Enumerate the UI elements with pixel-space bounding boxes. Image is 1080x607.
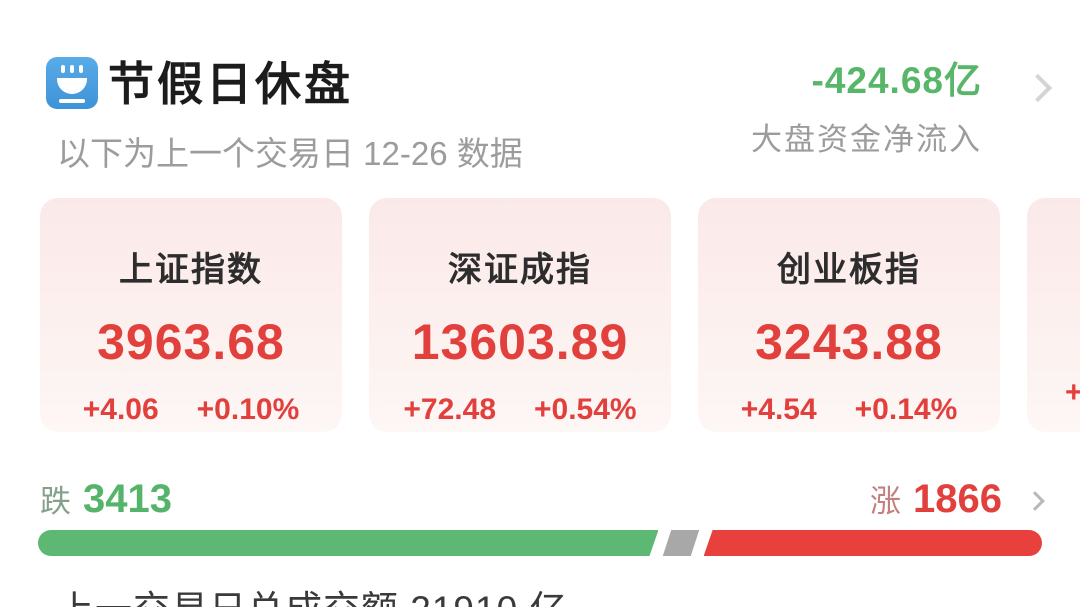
index-change-pct: +0.14% (854, 393, 958, 426)
steam-icon (70, 65, 74, 73)
index-change: +72.48 (403, 393, 496, 426)
net-inflow-block[interactable]: -424.68亿 大盘资金净流入 (751, 50, 982, 159)
index-name: 创业板指 (777, 251, 921, 289)
bowl-base (59, 99, 85, 103)
index-change-row: +72.48 +0.54% (403, 393, 636, 427)
chevron-right-icon[interactable] (1023, 73, 1053, 103)
breadth-bar-up (703, 530, 1042, 556)
index-cards-row: 上证指数 3963.68 +4.06 +0.10% 深证成指 13603.89 … (40, 198, 1080, 432)
decliners-label: 跌 (40, 484, 71, 519)
index-change-pct: +0.54% (534, 393, 637, 426)
breadth-bar (38, 530, 1042, 556)
index-change-row: +4.54 +0.14% (741, 393, 958, 427)
index-change: +4.06 (82, 393, 159, 426)
turnover-text: 上一交易日总成交额 21910 亿 (57, 579, 567, 607)
chevron-right-icon[interactable] (1025, 491, 1045, 511)
rest-bowl-icon (46, 57, 98, 109)
index-card-shanghai[interactable]: 上证指数 3963.68 +4.06 +0.10% (40, 198, 342, 432)
page-title: 节假日休盘 (108, 58, 353, 110)
index-card-shenzhen[interactable]: 深证成指 13603.89 +72.48 +0.54% (369, 198, 671, 432)
market-breadth-row[interactable]: 跌 3413 涨 1866 (40, 476, 1045, 522)
index-value: 13603.89 (411, 314, 629, 370)
advancers-label: 涨 (870, 484, 902, 519)
index-change-row: +4.06 +0.10% (83, 393, 300, 427)
index-card-partial[interactable]: + (1027, 198, 1080, 432)
index-name: 上证指数 (119, 251, 263, 289)
advancers-count: 1866 (913, 477, 1002, 521)
index-change: +4.54 (740, 393, 817, 426)
subtitle-prev-trading-day: 以下为上一个交易日 12-26 数据 (57, 135, 523, 172)
index-name: 深证成指 (448, 251, 592, 289)
breadth-bar-flat (662, 530, 699, 556)
bowl-shape (57, 78, 87, 94)
partial-change-fragment: + (1065, 376, 1080, 409)
net-inflow-value: -424.68亿 (811, 60, 982, 101)
index-value: 3963.68 (97, 314, 285, 370)
decliners-count: 3413 (83, 477, 172, 521)
steam-icon (61, 65, 65, 73)
index-value: 3243.88 (755, 314, 943, 370)
breadth-bar-down (38, 530, 658, 556)
steam-icon (79, 65, 83, 73)
advancers-group: 涨 1866 (870, 476, 1045, 522)
index-card-chinext[interactable]: 创业板指 3243.88 +4.54 +0.14% (698, 198, 1000, 432)
index-change-pct: +0.10% (196, 393, 300, 426)
net-inflow-label: 大盘资金净流入 (751, 122, 982, 157)
decliners-group: 跌 3413 (40, 476, 172, 522)
